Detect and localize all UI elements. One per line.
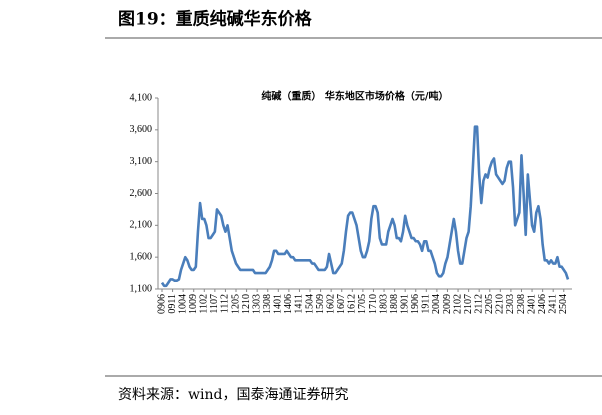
x-tick-label: 1705 (357, 294, 368, 314)
y-tick-label: 1,100 (130, 283, 153, 294)
x-tick-label: 2401 (526, 294, 537, 314)
x-tick-label: 1710 (368, 294, 379, 314)
x-tick-label: 0906 (156, 294, 167, 314)
series-line (160, 125, 570, 288)
x-tick-label: 1901 (399, 294, 410, 314)
x-tick-label: 1509 (315, 294, 326, 314)
y-tick-label: 3,100 (130, 156, 153, 167)
x-tick-label: 1004 (177, 294, 188, 314)
x-tick-label: 1205 (230, 294, 241, 314)
figure-title: 图19：重质纯碱华东价格 (118, 9, 313, 30)
x-tick-label: 2411 (547, 294, 558, 314)
x-tick-label: 1906 (410, 294, 421, 314)
x-tick-label: 2406 (537, 294, 548, 314)
x-tick-label: 1602 (325, 294, 336, 314)
x-tick-label: 1303 (251, 294, 262, 314)
x-tick-label: 2112 (473, 294, 484, 314)
x-tick-label: 1210 (241, 294, 252, 314)
x-tick-label: 1808 (389, 294, 400, 314)
x-tick-label: 1607 (336, 294, 347, 314)
x-tick-label: 2107 (463, 294, 474, 314)
y-tick-label: 2,100 (130, 220, 153, 231)
x-tick-label: 1401 (273, 294, 284, 314)
x-tick-label: 1911 (421, 294, 432, 314)
x-tick-label: 2009 (442, 294, 453, 314)
x-tick-label: 2102 (452, 294, 463, 314)
x-tick-label: 1102 (199, 294, 210, 314)
x-tick-label: 2504 (558, 294, 569, 314)
x-tick-label: 1009 (188, 294, 199, 314)
x-tick-label: 2308 (516, 294, 527, 314)
source: 资料来源：wind，国泰海通证券研究 (118, 387, 348, 403)
x-tick-label: 2004 (431, 294, 442, 314)
x-tick-label: 0911 (167, 294, 178, 314)
x-tick-label: 2303 (505, 294, 516, 314)
x-tick-label: 1612 (347, 294, 358, 314)
chart-subtitle: 纯碱（重质） 华东地区市场价格（元/吨） (261, 90, 448, 103)
x-tick-label: 1112 (220, 294, 231, 313)
y-tick-label: 3,600 (130, 124, 153, 135)
x-tick-label: 1803 (378, 294, 389, 314)
x-tick-label: 1308 (262, 294, 273, 314)
y-tick-label: 4,100 (130, 92, 153, 103)
x-tick-label: 2210 (495, 294, 506, 314)
x-tick-label: 2205 (484, 294, 495, 314)
y-tick-label: 2,600 (130, 188, 153, 199)
y-tick-label: 1,600 (130, 251, 153, 262)
x-tick-label: 1504 (304, 294, 315, 314)
x-tick-label: 1107 (209, 294, 220, 314)
x-tick-label: 1411 (294, 294, 305, 314)
x-tick-label: 1406 (283, 294, 294, 314)
